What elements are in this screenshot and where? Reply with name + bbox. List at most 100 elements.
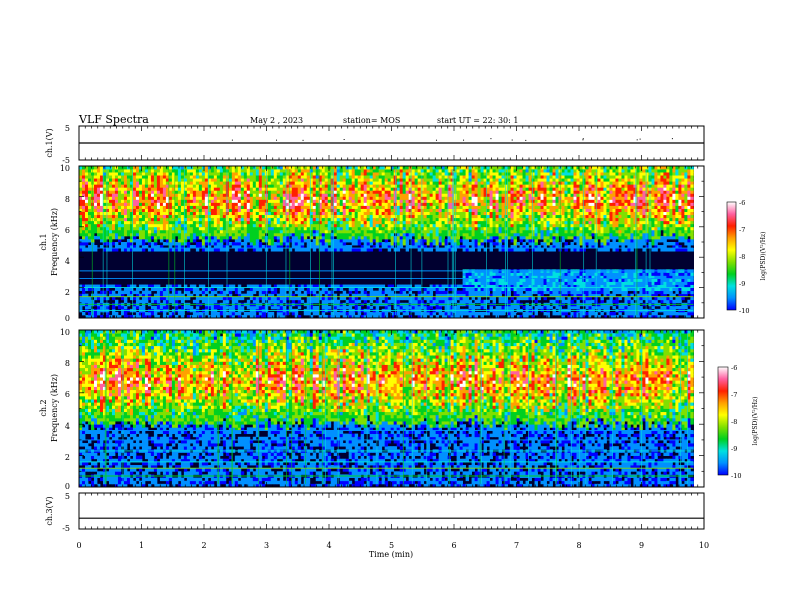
spectrogram-cell	[97, 312, 100, 315]
spectrogram-cell	[241, 236, 244, 239]
spectrogram-cell	[367, 187, 370, 190]
spectrogram-cell	[343, 196, 346, 199]
spectrogram-cell	[445, 248, 448, 251]
spectrogram-cell	[211, 218, 214, 221]
spectrogram-cell	[250, 181, 253, 184]
spectrogram-cell	[193, 169, 196, 172]
spectrogram-cell	[190, 221, 193, 224]
spectrogram-cell	[82, 227, 85, 230]
spectrogram-cell	[97, 206, 100, 209]
spectrogram-cell	[307, 224, 310, 227]
spectrogram-cell	[421, 221, 424, 224]
spectrogram-cell	[298, 187, 301, 190]
spectrogram-cell	[190, 206, 193, 209]
spectrogram-cell	[112, 233, 115, 236]
spectrogram-cell	[397, 297, 400, 300]
spectrogram-cell	[316, 193, 319, 196]
spectrogram-cell	[229, 233, 232, 236]
spectrogram-cell	[328, 236, 331, 239]
spectrogram-cell	[403, 233, 406, 236]
spectrogram-cell	[223, 239, 226, 242]
spectrogram-cell	[376, 239, 379, 242]
spectrogram-cell	[415, 242, 418, 245]
spectrogram-cell	[259, 306, 262, 309]
spectrogram-cell	[211, 236, 214, 239]
spectrogram-cell	[418, 184, 421, 187]
spectrogram-cell	[397, 312, 400, 315]
spectrogram-cell	[340, 236, 343, 239]
spectrogram-cell	[367, 199, 370, 202]
spectrogram-cell	[217, 218, 220, 221]
spectrogram-cell	[478, 224, 481, 227]
spectrogram-cell	[487, 193, 490, 196]
spectrogram-cell	[169, 202, 172, 205]
spectrogram-cell	[490, 199, 493, 202]
spectrogram-cell	[109, 215, 112, 218]
spectrogram-cell	[136, 169, 139, 172]
spectrogram-cell	[118, 175, 121, 178]
spectrogram-cell	[337, 178, 340, 181]
spectrogram-cell	[151, 230, 154, 233]
spectrogram-cell	[406, 209, 409, 212]
spectrogram-cell	[229, 312, 232, 315]
spectrogram-cell	[355, 221, 358, 224]
spectrogram-cell	[403, 288, 406, 291]
spectrogram-cell	[109, 166, 112, 169]
spectrogram-cell	[196, 193, 199, 196]
spectrogram-cell	[391, 196, 394, 199]
spectrogram-cell	[403, 175, 406, 178]
spectrogram-cell	[154, 297, 157, 300]
spectrogram-cell	[379, 297, 382, 300]
spectrogram-cell	[229, 178, 232, 181]
spectrogram-cell	[478, 282, 481, 285]
spectrogram-cell	[475, 196, 478, 199]
spectrogram-cell	[136, 215, 139, 218]
spectrogram-cell	[238, 184, 241, 187]
spectrogram-cell	[286, 166, 289, 169]
spectrogram-cell	[313, 300, 316, 303]
spectrogram-cell	[397, 184, 400, 187]
spectrogram-cell	[373, 178, 376, 181]
spectrogram-cell	[412, 169, 415, 172]
spectrogram-cell	[370, 196, 373, 199]
spectrogram-cell	[244, 190, 247, 193]
spectrogram-cell	[307, 239, 310, 242]
spectrogram-cell	[337, 300, 340, 303]
spectrogram-cell	[334, 206, 337, 209]
spectrogram-cell	[397, 224, 400, 227]
spectrogram-cell	[259, 181, 262, 184]
spectrogram-cell	[442, 196, 445, 199]
spectrogram-cell	[490, 272, 493, 275]
spectrogram-cell	[142, 224, 145, 227]
spectrogram-cell	[136, 248, 139, 251]
spectrogram-cell	[217, 239, 220, 242]
spectrogram-cell	[301, 227, 304, 230]
spectrogram-cell	[289, 248, 292, 251]
spectrogram-cell	[355, 187, 358, 190]
spectrogram-cell	[490, 215, 493, 218]
spectrogram-cell	[466, 184, 469, 187]
spectrogram-cell	[412, 166, 415, 169]
spectrogram-cell	[433, 193, 436, 196]
spectrogram-cell	[262, 166, 265, 169]
spectrogram-cell	[259, 206, 262, 209]
spectrogram-cell	[79, 196, 82, 199]
spectrogram-cell	[157, 206, 160, 209]
spectrogram-cell	[88, 206, 91, 209]
spectrogram-cell	[337, 190, 340, 193]
spectrogram-cell	[160, 239, 163, 242]
spectrogram-cell	[442, 199, 445, 202]
spectrogram-cell	[403, 227, 406, 230]
spectrogram-cell	[304, 212, 307, 215]
spectrogram-cell	[487, 227, 490, 230]
spectrogram-cell	[373, 312, 376, 315]
spectrogram-cell	[214, 239, 217, 242]
spectrogram-cell	[400, 239, 403, 242]
spectrogram-cell	[304, 209, 307, 212]
spectrogram-cell	[316, 227, 319, 230]
spectrogram-cell	[385, 184, 388, 187]
spectrogram-cell	[280, 227, 283, 230]
spectrogram-cell	[391, 193, 394, 196]
spectrogram-cell	[418, 233, 421, 236]
spectrogram-cell	[124, 172, 127, 175]
